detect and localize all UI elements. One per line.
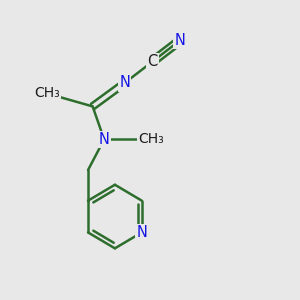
Text: N: N [136, 225, 147, 240]
Text: C: C [147, 54, 158, 69]
Text: N: N [99, 132, 110, 147]
Text: CH₃: CH₃ [138, 132, 164, 146]
Text: N: N [119, 75, 130, 90]
Text: CH₃: CH₃ [34, 86, 60, 100]
Text: N: N [175, 33, 185, 48]
